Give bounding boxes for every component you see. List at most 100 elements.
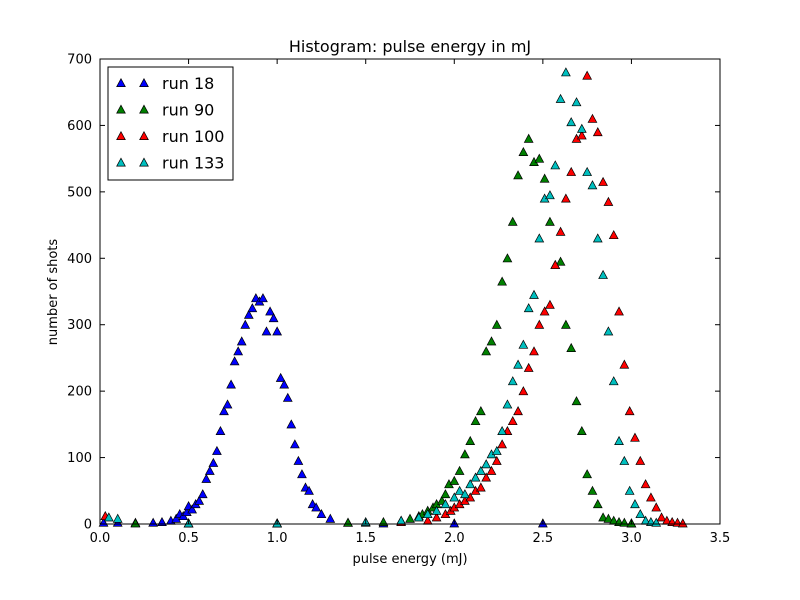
data-point [431,512,442,522]
data-point [571,97,582,107]
data-point [523,133,534,143]
data-point [236,336,247,346]
data-point [560,67,571,77]
data-point [194,495,205,505]
y-axis-ticks: 0 100 200 300 400 500 600 700 [67,53,720,533]
data-point [619,359,630,369]
data-point [619,455,630,465]
data-point [608,229,619,240]
data-point [475,482,486,492]
series-4 [103,67,662,528]
legend-label: run 90 [162,101,214,120]
legend-marker [139,157,149,167]
y-tick-label: 300 [67,318,92,333]
legend-label: run 18 [162,74,214,93]
data-point [518,146,529,157]
data-point [550,160,561,170]
data-point [502,253,513,263]
data-point [289,439,300,449]
x-tick-label: 0.5 [178,531,199,546]
data-point [513,406,523,416]
x-axis-ticks: 0.0 0.5 1.0 1.5 2.0 2.5 3.0 3.5 [90,59,730,546]
data-point [545,216,555,226]
data-point [624,406,635,416]
legend: run 18 run 90 run 100 run 133 [107,66,234,181]
data-point [103,512,114,522]
data-point [486,465,497,475]
data-point [587,180,598,190]
y-axis-label: number of shots [46,239,61,346]
data-point [587,113,598,123]
data-point [630,432,640,442]
data-point [592,127,603,137]
data-point [233,346,244,356]
plot-frame [99,58,721,525]
data-point [603,196,614,206]
data-point [560,319,571,329]
x-tick-label: 0.0 [90,531,111,546]
data-point [576,425,587,436]
data-point [304,485,314,495]
data-point [576,130,587,140]
legend-marker [139,77,149,88]
data-point [539,173,550,183]
data-point [640,479,651,489]
data-point [603,326,614,336]
legend-box [107,66,234,181]
data-point [534,319,545,329]
data-point [513,170,523,180]
data-point [325,513,336,523]
x-tick-label: 2.5 [533,531,554,546]
data-point [470,415,481,426]
x-tick-label: 1.5 [355,531,376,546]
data-point [258,293,268,303]
legend-label: run 100 [162,127,224,146]
data-point [279,379,290,389]
data-point [171,513,182,523]
x-tick-label: 2.0 [444,531,465,546]
y-tick-label: 400 [67,252,92,267]
data-point [243,309,254,319]
data-point [282,392,293,402]
data-point [247,303,258,313]
data-point [481,472,492,482]
y-tick-label: 100 [67,451,92,466]
y-tick-label: 500 [67,185,92,200]
legend-item: run 100 [116,127,224,146]
data-point [286,419,297,429]
data-point [204,465,215,475]
x-tick-label: 3.0 [621,531,642,546]
data-point [465,435,476,445]
data-point [507,415,518,426]
data-point [497,276,508,286]
legend-item: run 90 [116,101,214,120]
data-point [614,435,624,445]
data-point [460,489,470,499]
data-point [481,459,492,469]
data-point [560,193,571,203]
data-point [201,473,212,483]
data-point [130,518,141,528]
data-point [311,502,322,512]
y-tick-label: 200 [67,385,92,400]
data-point [603,513,614,523]
data-point [592,233,603,243]
data-point [491,445,502,455]
data-point [449,492,460,502]
data-point [460,449,470,459]
y-tick-label: 0 [84,518,92,533]
data-point [550,259,561,269]
data-point [523,303,534,313]
data-point [293,455,304,465]
y-tick-label: 600 [67,119,92,134]
data-point [187,504,198,514]
data-point [275,372,286,382]
data-point [576,123,587,133]
legend-marker [116,157,126,167]
legend-marker [116,77,126,88]
data-point [635,455,646,465]
data-point [215,425,226,436]
data-point [624,485,635,495]
data-point [555,256,566,266]
data-point [454,465,465,475]
